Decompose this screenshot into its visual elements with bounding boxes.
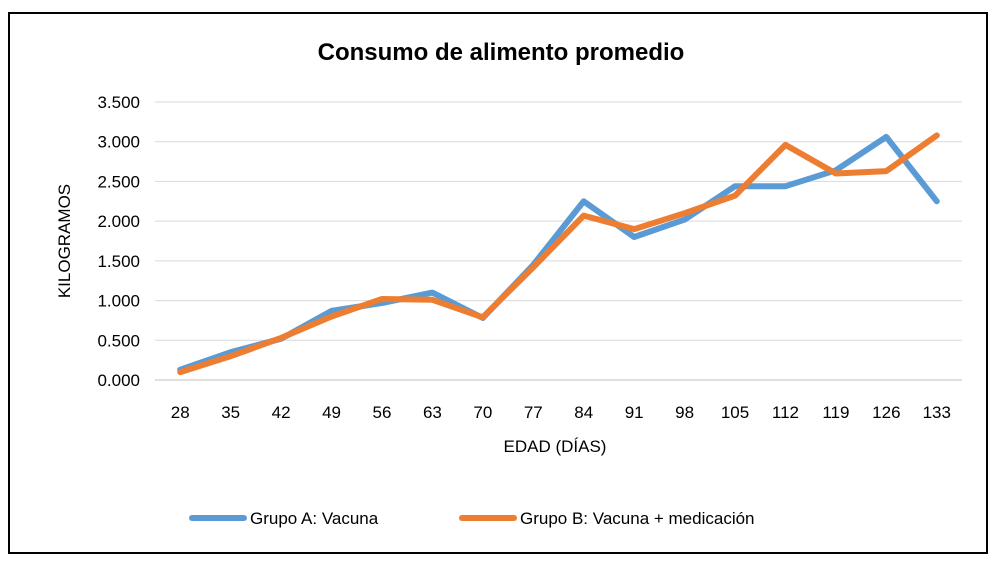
gridlines [155,101,962,381]
x-tick-label: 112 [772,403,799,422]
y-tick-label: 0.500 [97,331,140,350]
x-tick-label: 56 [373,403,392,422]
x-tick-label: 84 [574,403,593,422]
x-tick-label: 98 [675,403,694,422]
series-lines [177,132,940,376]
x-tick-label: 42 [272,403,291,422]
x-axis-label: EDAD (DÍAS) [504,437,607,456]
x-tick-label: 63 [423,403,442,422]
x-tick-label: 91 [625,403,644,422]
y-tick-label: 3.000 [97,133,140,152]
y-tick-labels: 0.000 0.500 1.000 1.500 2.000 2.500 3.000 3.500 [97,93,140,390]
chart-title: Consumo de alimento promedio [318,39,685,66]
y-tick-label: 1.500 [97,252,140,271]
legend: Grupo A: Vacuna Grupo B: Vacuna + medicac… [189,509,755,528]
x-tick-label: 126 [872,403,900,422]
y-tick-label: 2.500 [97,172,140,191]
x-tick-label: 77 [524,403,543,422]
x-tick-label: 28 [171,403,190,422]
x-tick-label: 133 [923,403,951,422]
x-tick-label: 70 [473,403,492,422]
y-tick-label: 2.000 [97,212,140,231]
x-tick-labels: 28 35 42 49 56 63 70 77 84 91 98 105 112 119 126 133 [171,403,951,422]
x-tick-label: 105 [721,403,749,422]
x-tick-label: 119 [822,403,849,422]
legend-label: Grupo A: Vacuna [250,509,379,528]
y-axis-label: KILOGRAMOS [55,184,74,298]
y-tick-label: 3.500 [97,93,140,112]
legend-label: Grupo B: Vacuna + medicación [520,509,755,528]
y-tick-label: 0.000 [97,371,140,390]
series-line-grupo-b [177,132,940,376]
x-tick-label: 35 [221,403,240,422]
x-tick-label: 49 [322,403,341,422]
y-tick-label: 1.000 [97,292,140,311]
